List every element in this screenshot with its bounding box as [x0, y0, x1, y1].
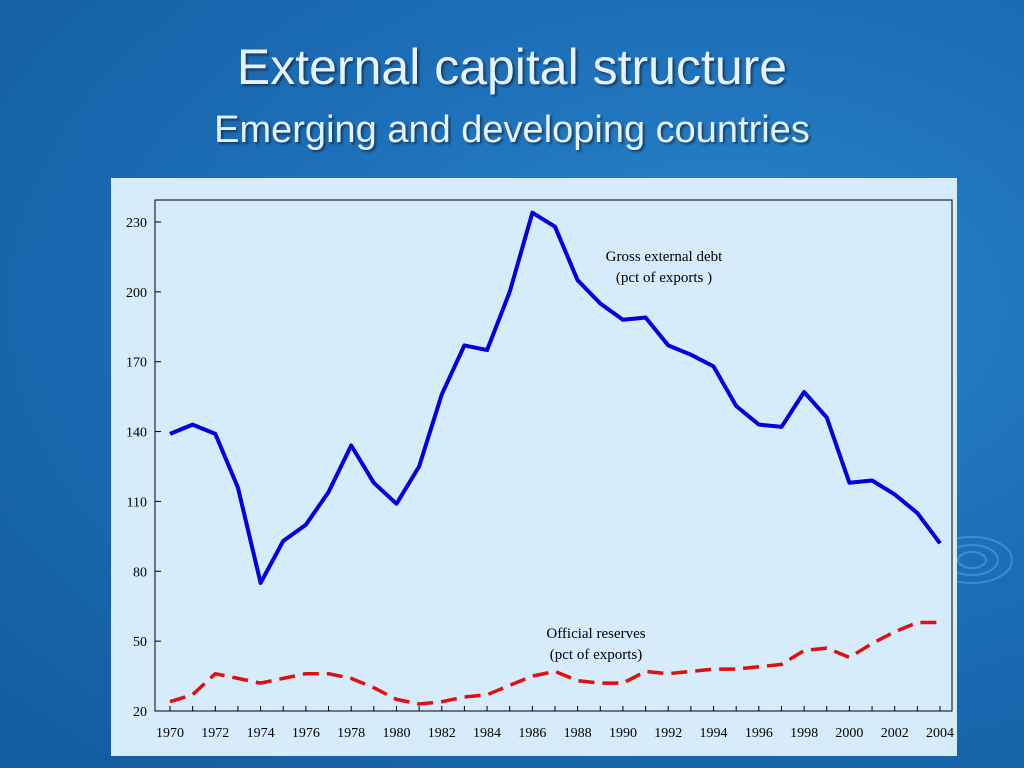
annotation-official-reserves: Official reserves	[546, 626, 645, 642]
x-tick-label: 1980	[382, 726, 410, 741]
y-tick-label: 140	[126, 426, 147, 441]
x-tick-label: 1978	[337, 726, 365, 741]
x-tick-label: 1982	[428, 726, 456, 741]
chart-panel: 20 50 80 110 140 170 200 230 1970 1972 1974 1976 19…	[111, 178, 957, 756]
x-tick-label: 2000	[835, 726, 863, 741]
slide-title: External capital structure	[236, 39, 788, 95]
x-tick-label: 1994	[700, 726, 728, 741]
series-line-gross-external-debt	[169, 210, 942, 585]
y-tick-label: 170	[126, 356, 147, 371]
annotation-gross-external-debt: (pct of exports )	[616, 270, 712, 286]
x-tick-label: 1990	[609, 726, 637, 741]
annotation-gross-external-debt: Gross external debt	[606, 249, 723, 265]
x-tick-label: 1996	[745, 726, 773, 741]
x-tick-label: 1992	[654, 726, 682, 741]
x-tick-label: 1998	[790, 726, 818, 741]
x-tick-label: 2002	[881, 726, 909, 741]
slide-subtitle: Emerging and developing countries	[214, 109, 810, 151]
annotation-official-reserves: (pct of exports)	[550, 647, 642, 663]
x-tick-label: 1976	[292, 726, 320, 741]
plot-area-frame	[154, 199, 953, 712]
x-tick-label: 1972	[201, 726, 229, 741]
x-tick-label: 1984	[473, 726, 501, 741]
x-tick-label: 1970	[156, 726, 184, 741]
y-tick-label: 110	[127, 495, 147, 510]
x-tick-label: 1988	[564, 726, 592, 741]
x-tick-label: 2004	[926, 726, 954, 741]
y-tick-label: 230	[126, 216, 147, 231]
series-line-official-reserves	[169, 620, 940, 706]
y-tick-label: 200	[126, 286, 147, 301]
x-tick-label: 1974	[247, 726, 275, 741]
y-tick-label: 50	[133, 635, 147, 650]
line-chart: 20 50 80 110 140 170 200 230 1970 1972 1974 1976 19…	[126, 199, 954, 741]
y-tick-label: 80	[133, 565, 147, 580]
x-tick-label: 1986	[518, 726, 546, 741]
y-tick-label: 20	[133, 705, 147, 720]
